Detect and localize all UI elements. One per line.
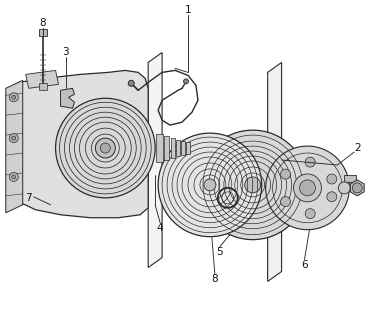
Polygon shape (39, 28, 46, 36)
Bar (186, 142, 190, 154)
Circle shape (245, 177, 261, 193)
Circle shape (266, 146, 349, 230)
Text: 7: 7 (26, 193, 32, 203)
Circle shape (183, 79, 189, 84)
Polygon shape (26, 70, 58, 88)
Circle shape (327, 174, 337, 184)
Circle shape (95, 138, 116, 158)
Text: 4: 4 (157, 223, 164, 233)
Polygon shape (39, 83, 46, 90)
Bar (344, 175, 356, 182)
Text: 2: 2 (354, 143, 361, 153)
Circle shape (198, 130, 308, 240)
Bar (181, 141, 185, 155)
Circle shape (12, 175, 16, 179)
Polygon shape (6, 80, 23, 213)
Circle shape (9, 172, 18, 181)
Circle shape (305, 209, 315, 219)
Bar (164, 136, 169, 160)
Circle shape (128, 80, 134, 86)
Polygon shape (350, 180, 364, 196)
Circle shape (56, 98, 155, 198)
Polygon shape (268, 62, 282, 282)
Text: 1: 1 (184, 5, 191, 15)
Circle shape (204, 179, 216, 191)
Text: 8: 8 (211, 275, 218, 284)
Text: 5: 5 (216, 247, 223, 257)
Circle shape (305, 157, 315, 167)
Text: 6: 6 (301, 260, 308, 269)
Circle shape (352, 183, 362, 193)
Circle shape (158, 133, 262, 237)
Circle shape (280, 169, 291, 179)
Bar (171, 138, 175, 158)
Text: 8: 8 (39, 18, 46, 28)
Circle shape (327, 192, 337, 202)
Polygon shape (148, 52, 162, 268)
Circle shape (9, 134, 18, 143)
Circle shape (280, 196, 291, 207)
Circle shape (12, 136, 16, 140)
Bar (176, 140, 180, 156)
Polygon shape (60, 88, 75, 108)
Circle shape (338, 182, 350, 194)
Text: 3: 3 (62, 47, 69, 58)
Circle shape (300, 180, 315, 196)
Polygon shape (8, 70, 148, 218)
Circle shape (9, 93, 18, 102)
Circle shape (100, 143, 110, 153)
Circle shape (12, 95, 16, 99)
Circle shape (294, 174, 321, 202)
Bar (156, 134, 163, 162)
